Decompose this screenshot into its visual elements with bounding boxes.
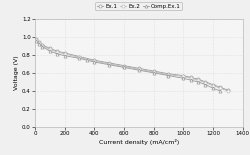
Ex.1: [167, 73, 170, 75]
Ex.2: [41, 45, 44, 47]
Ex.1: [93, 59, 96, 61]
Ex.2: [93, 60, 96, 62]
Comp.Ex.1: [122, 66, 126, 68]
Legend: Ex.1, Ex.2, Comp.Ex.1: Ex.1, Ex.2, Comp.Ex.1: [95, 2, 182, 10]
Ex.2: [189, 77, 192, 79]
Ex.2: [167, 74, 170, 76]
Comp.Ex.1: [219, 90, 222, 92]
Ex.1: [108, 62, 110, 64]
Ex.2: [137, 68, 140, 70]
Ex.2: [48, 48, 51, 50]
Y-axis label: Voltage (V): Voltage (V): [14, 55, 19, 90]
Ex.1: [211, 84, 214, 86]
Comp.Ex.1: [93, 61, 96, 63]
Ex.1: [137, 67, 140, 69]
Ex.2: [226, 90, 229, 92]
Ex.2: [182, 75, 185, 77]
Comp.Ex.1: [196, 81, 200, 83]
Ex.1: [226, 89, 229, 91]
Comp.Ex.1: [189, 79, 192, 81]
Comp.Ex.1: [152, 72, 155, 74]
Comp.Ex.1: [78, 58, 81, 59]
Line: Ex.1: Ex.1: [35, 38, 229, 92]
Ex.2: [56, 51, 59, 53]
Ex.1: [63, 52, 66, 54]
Ex.1: [78, 56, 81, 58]
Ex.2: [108, 63, 110, 65]
Ex.1: [56, 50, 59, 52]
Ex.1: [196, 78, 200, 80]
Ex.2: [63, 53, 66, 55]
Comp.Ex.1: [108, 64, 110, 66]
Ex.1: [41, 44, 44, 46]
Comp.Ex.1: [35, 40, 38, 42]
Comp.Ex.1: [63, 55, 66, 57]
Comp.Ex.1: [204, 84, 207, 86]
Comp.Ex.1: [167, 75, 170, 76]
Ex.2: [204, 82, 207, 84]
Ex.2: [152, 71, 155, 73]
Ex.1: [182, 75, 185, 76]
Comp.Ex.1: [86, 59, 88, 61]
Line: Ex.2: Ex.2: [35, 39, 229, 93]
Ex.1: [48, 47, 51, 49]
Ex.1: [38, 41, 41, 43]
Comp.Ex.1: [182, 77, 185, 79]
Comp.Ex.1: [38, 43, 41, 45]
Comp.Ex.1: [41, 46, 44, 48]
Ex.2: [219, 87, 222, 89]
Comp.Ex.1: [137, 69, 140, 71]
Ex.2: [122, 66, 126, 67]
Ex.2: [78, 57, 81, 58]
X-axis label: Current density (mA/cm²): Current density (mA/cm²): [98, 139, 179, 145]
Ex.1: [35, 38, 38, 40]
Line: Comp.Ex.1: Comp.Ex.1: [35, 40, 222, 93]
Ex.1: [219, 86, 222, 88]
Ex.1: [189, 76, 192, 78]
Comp.Ex.1: [211, 87, 214, 89]
Ex.1: [152, 70, 155, 72]
Ex.2: [38, 42, 41, 44]
Comp.Ex.1: [56, 53, 59, 55]
Comp.Ex.1: [48, 50, 51, 52]
Ex.1: [122, 65, 126, 66]
Ex.2: [196, 79, 200, 81]
Ex.2: [211, 85, 214, 86]
Ex.2: [35, 39, 38, 41]
Ex.1: [204, 81, 207, 83]
